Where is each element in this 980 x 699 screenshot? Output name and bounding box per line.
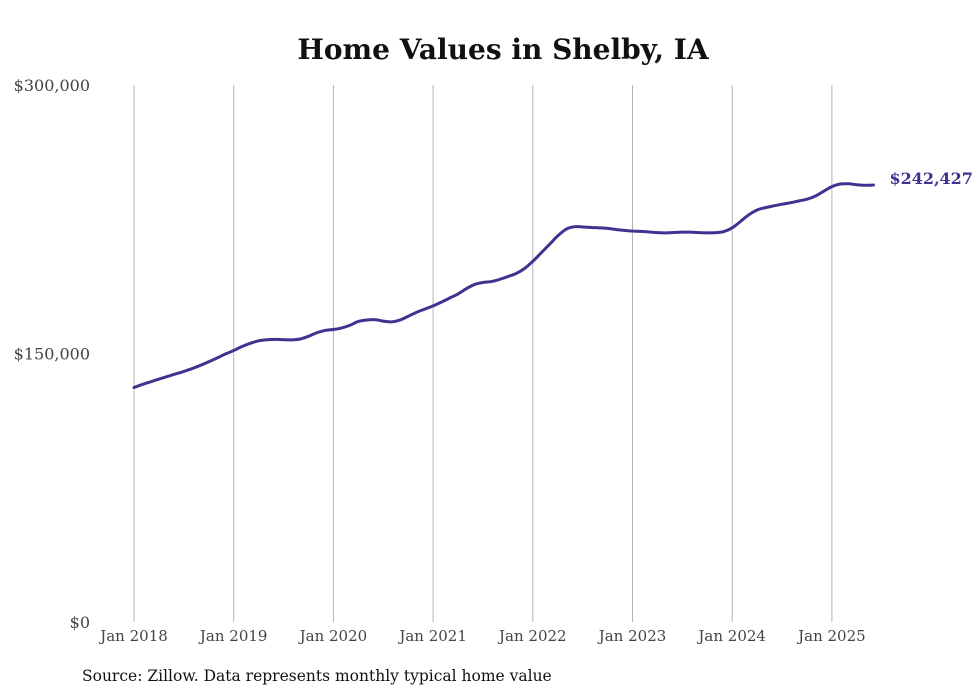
chart-title: Home Values in Shelby, IA — [297, 33, 709, 66]
x-tick-label: Jan 2023 — [597, 627, 667, 645]
x-tick-label: Jan 2018 — [98, 627, 168, 645]
source-note: Source: Zillow. Data represents monthly … — [82, 667, 552, 685]
series-layer: $242,427 — [132, 169, 973, 390]
y-tick-label: $150,000 — [14, 345, 90, 364]
x-tick-label: Jan 2020 — [298, 627, 368, 645]
y-tick-label: $300,000 — [14, 76, 90, 95]
series-line-0 — [132, 182, 875, 390]
vertical-gridlines — [133, 85, 833, 622]
x-tick-label: Jan 2024 — [696, 627, 766, 645]
y-axis-tick-labels: $0 $150,000 $300,000 — [14, 76, 90, 632]
x-axis-tick-labels: Jan 2018 Jan 2019 Jan 2020 Jan 2021 Jan 2022… — [98, 627, 865, 645]
x-tick-label: Jan 2022 — [497, 627, 567, 645]
end-value-label: $242,427 — [889, 169, 973, 188]
x-tick-label: Jan 2021 — [397, 627, 467, 645]
y-tick-label: $0 — [70, 613, 90, 632]
x-tick-label: Jan 2025 — [796, 627, 866, 645]
x-tick-label: Jan 2019 — [198, 627, 268, 645]
